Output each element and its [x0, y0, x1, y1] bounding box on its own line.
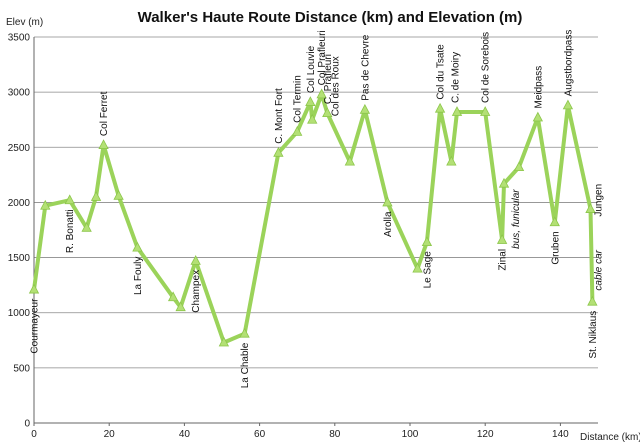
x-axis-label: Distance (km) [580, 432, 640, 443]
x-tick-label: 40 [179, 429, 191, 440]
elevation-line [32, 92, 595, 345]
x-tick-label: 120 [477, 429, 494, 440]
elevation-point [132, 241, 143, 252]
place-label: R. Bonatti [65, 209, 76, 253]
elevation-point [28, 283, 40, 294]
place-label: Champex [191, 270, 202, 313]
place-label: Col Ferret [99, 91, 110, 136]
place-label: Pas de Chevre [360, 34, 371, 101]
elevation-point [273, 146, 284, 157]
elevation-point [480, 106, 491, 116]
x-tick-label: 140 [552, 429, 569, 440]
elevation-point [585, 203, 596, 213]
place-labels: Courmayeur R. Bonatti Col Ferret La Fouly Ch… [30, 30, 605, 389]
elevation-point [113, 189, 124, 200]
place-label: St. Niklaus [588, 311, 599, 359]
x-tick-label: 80 [329, 429, 341, 440]
x-tick-label: 0 [31, 429, 37, 440]
elevation-point [513, 161, 525, 172]
place-label: Le Sage [422, 251, 433, 289]
elevation-point [434, 102, 446, 113]
place-label: cable car [594, 249, 605, 290]
place-label: Arolla [383, 211, 394, 237]
place-label: Col des Roux [330, 56, 341, 116]
place-label: Meidpass [533, 66, 544, 109]
y-tick-label: 1500 [8, 253, 31, 264]
y-tick-label: 500 [13, 363, 30, 374]
elevation-point [167, 291, 179, 302]
place-label: C. Mont Fort [274, 88, 285, 144]
elevation-point [446, 155, 457, 166]
elevation-point [307, 113, 318, 124]
elevation-point [496, 234, 508, 244]
place-label: La Fouly [133, 257, 144, 295]
elevation-point [218, 336, 230, 347]
place-label: Courmayeur [30, 298, 41, 354]
y-tick-label: 2500 [8, 143, 31, 154]
elevation-point [305, 96, 316, 106]
place-label: Jungen [594, 184, 605, 217]
elevation-point [532, 111, 544, 122]
elevation-point [81, 221, 92, 232]
y-tick-label: 1000 [8, 308, 31, 319]
elevation-point [359, 103, 371, 114]
x-tick-label: 60 [254, 429, 266, 440]
place-label: La Chable [240, 342, 251, 388]
place-label: Zinal [498, 249, 509, 271]
place-label: Col Termin [293, 75, 304, 123]
x-tick-label: 20 [104, 429, 116, 440]
y-tick-label: 2000 [8, 198, 31, 209]
elevation-markers [28, 88, 598, 347]
elevation-point [175, 301, 186, 312]
elevation-point [64, 194, 75, 205]
elevation-point [451, 106, 463, 116]
elevation-point [549, 216, 560, 227]
elevation-point [190, 255, 201, 265]
place-label: Col Louvie [306, 45, 317, 93]
place-label: C. Prafleuri [323, 54, 334, 104]
y-tick-label: 3000 [8, 88, 31, 99]
place-label: Augstbordpass [563, 30, 574, 97]
x-tick-label: 100 [402, 429, 419, 440]
elevation-point [587, 295, 598, 306]
place-label: Col de Sorebois [481, 32, 492, 103]
elevation-point [322, 107, 333, 117]
y-axis-label: Elev (m) [6, 17, 43, 28]
place-label: Gruben [550, 231, 561, 264]
tick-labels: 0 500 1000 1500 2000 2500 3000 3500 0 20 40 60 80 100… [8, 33, 569, 441]
elevation-point [344, 155, 356, 166]
y-tick-label: 0 [24, 419, 30, 430]
place-label: Col Prafleuri [317, 30, 328, 85]
elevation-point [316, 88, 327, 99]
place-label: Col du Tsate [436, 44, 447, 100]
elevation-point [412, 262, 423, 273]
place-label: bus, funicular [511, 189, 522, 249]
elevation-point [90, 191, 102, 201]
elevation-point [239, 327, 250, 338]
elevation-point [498, 177, 510, 188]
elevation-point [292, 125, 303, 136]
chart-title: Walker's Haute Route Distance (km) and E… [138, 9, 523, 26]
elevation-point [562, 99, 574, 110]
place-label: C. de Moiry [451, 52, 462, 103]
elevation-series [32, 92, 595, 345]
elevation-point [40, 199, 51, 210]
y-tick-label: 3500 [8, 33, 31, 44]
grid-lines [33, 36, 598, 426]
elevation-point [98, 139, 109, 149]
elevation-point [382, 196, 393, 207]
elevation-point [421, 236, 433, 247]
